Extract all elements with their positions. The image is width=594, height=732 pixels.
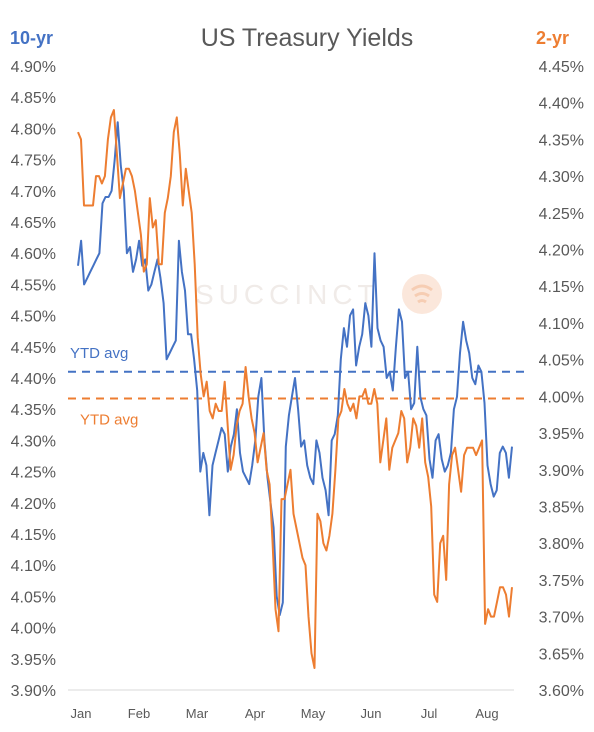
right-axis-tick-label: 3.75%	[539, 573, 584, 590]
left-axis-tick-label: 4.30%	[11, 433, 56, 450]
left-axis-tick-label: 4.25%	[11, 465, 56, 482]
chart-title: US Treasury Yields	[201, 24, 414, 52]
ytd-average-label: YTD avg	[80, 412, 138, 429]
right-axis-tick-label: 4.20%	[539, 243, 584, 260]
watermark-text: SUCCINCT	[195, 279, 380, 310]
left-axis-tick-label: 4.90%	[11, 59, 56, 76]
left-axis-tick-label: 4.60%	[11, 246, 56, 263]
right-axis-tick-label: 3.90%	[539, 463, 584, 480]
left-axis-tick-label: 4.00%	[11, 621, 56, 638]
right-axis-tick-label: 3.85%	[539, 499, 584, 516]
x-axis-tick-label: Jan	[71, 706, 92, 721]
left-axis-tick-label: 4.85%	[11, 90, 56, 107]
right-axis-tick-label: 3.80%	[539, 536, 584, 553]
left-axis-tick-label: 4.20%	[11, 496, 56, 513]
left-axis-tick-label: 4.80%	[11, 121, 56, 138]
right-axis-tick-label: 4.00%	[539, 389, 584, 406]
right-axis-tick-label: 4.35%	[539, 132, 584, 149]
right-axis-tick-label: 4.45%	[539, 59, 584, 76]
succinct-logo-icon	[402, 274, 442, 314]
left-axis-tick-label: 4.75%	[11, 153, 56, 170]
right-axis-tick-label: 3.95%	[539, 426, 584, 443]
series-line-10-yr	[77, 121, 513, 617]
right-axis-tick-label: 4.40%	[539, 96, 584, 113]
right-axis-tick-label: 3.65%	[539, 646, 584, 663]
right-axis-tick-label: 3.70%	[539, 610, 584, 627]
left-axis-tick-label: 4.45%	[11, 340, 56, 357]
series-line-2-yr	[77, 109, 513, 669]
left-axis-tick-label: 4.35%	[11, 402, 56, 419]
right-axis-tick-label: 4.30%	[539, 169, 584, 186]
right-axis-tick-label: 4.15%	[539, 279, 584, 296]
right-axis-tick-label: 4.25%	[539, 206, 584, 223]
left-axis-tick-label: 4.10%	[11, 558, 56, 575]
ytd-average-label: YTD avg	[70, 345, 128, 362]
x-axis-tick-label: Mar	[186, 706, 209, 721]
x-axis-tick-label: Jul	[421, 706, 438, 721]
left-axis-tick-label: 4.70%	[11, 184, 56, 201]
left-axis-tick-label: 4.50%	[11, 309, 56, 326]
left-axis-tick-label: 4.15%	[11, 527, 56, 544]
x-axis-tick-label: Feb	[128, 706, 150, 721]
left-axis-tick-label: 4.05%	[11, 589, 56, 606]
left-axis-title: 10-yr	[10, 28, 53, 48]
left-axis-tick-label: 4.65%	[11, 215, 56, 232]
left-axis-tick-label: 3.90%	[11, 683, 56, 700]
right-axis-tick-label: 3.60%	[539, 683, 584, 700]
right-axis-tick-label: 4.10%	[539, 316, 584, 333]
x-axis-tick-label: Apr	[245, 706, 266, 721]
x-axis-tick-label: Jun	[361, 706, 382, 721]
left-axis-tick-label: 4.55%	[11, 277, 56, 294]
x-axis-tick-label: May	[301, 706, 326, 721]
right-axis-tick-label: 4.05%	[539, 353, 584, 370]
left-axis-tick-label: 4.40%	[11, 371, 56, 388]
right-axis-title: 2-yr	[536, 28, 569, 48]
left-axis-tick-label: 3.95%	[11, 652, 56, 669]
x-axis-tick-label: Aug	[475, 706, 498, 721]
